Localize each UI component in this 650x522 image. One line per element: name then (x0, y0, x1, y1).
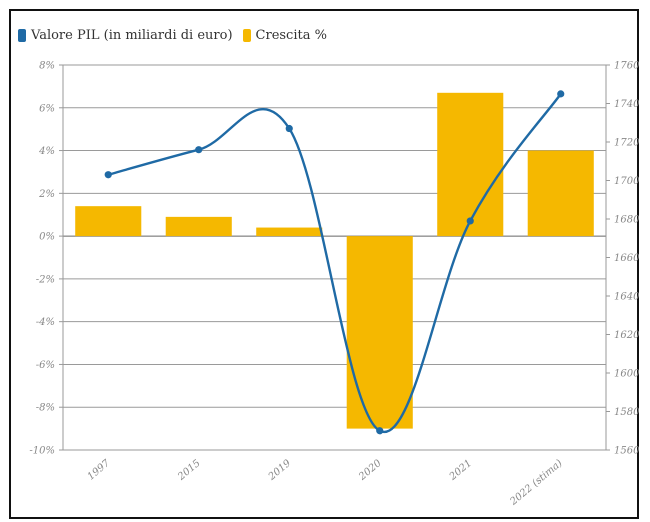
legend-label-pil: Valore PIL (in miliardi di euro) (31, 27, 233, 43)
bar-crescita (437, 92, 504, 237)
y-right-tick-label: 1680 (614, 215, 640, 226)
legend-swatch-pil (18, 28, 26, 42)
y-right-tick-label: 1720 (614, 138, 640, 149)
y-right-tick-label: 1640 (614, 292, 640, 303)
x-tick-label: 2022 (stima) (508, 458, 565, 508)
bar-crescita (256, 227, 323, 237)
point-pil (195, 146, 203, 154)
line-pil (107, 93, 562, 434)
y-right-tick-label: 1760 (614, 61, 640, 72)
x-tick-label: 2015 (175, 458, 202, 483)
chart-legend: Valore PIL (in miliardi di euro) Crescit… (18, 26, 327, 44)
point-pil (285, 124, 293, 133)
legend-label-crescita: Crescita % (255, 27, 327, 43)
x-tick-label: 2020 (356, 457, 384, 483)
legend-item-crescita[interactable]: Crescita % (242, 27, 327, 43)
bar-crescita (527, 150, 594, 237)
x-tick-label: 2019 (266, 457, 294, 483)
y-left-tick-label: -8% (36, 403, 55, 414)
chart-frame (9, 9, 639, 519)
y-left-tick-label: 2% (38, 189, 55, 200)
y-right-tick-label: 1740 (614, 99, 640, 110)
y-left-tick-label: -6% (36, 360, 55, 371)
y-left-tick-label: -10% (29, 446, 55, 457)
bar-crescita (346, 236, 413, 429)
point-pil (376, 427, 384, 435)
y-right-tick-label: 1580 (614, 407, 640, 418)
y-left-tick-label: 6% (39, 103, 55, 114)
y-left-tick-label: -2% (36, 274, 55, 285)
point-pil (104, 171, 112, 179)
bar-crescita (75, 206, 142, 237)
y-left-tick-label: 0% (39, 232, 55, 243)
y-left-tick-label: 8% (39, 61, 55, 72)
y-left-tick-label: 4% (38, 146, 55, 157)
y-left-tick-label: -4% (36, 317, 55, 328)
y-right-tick-label: 1560 (614, 446, 640, 457)
y-right-tick-label: 1700 (614, 176, 640, 187)
x-tick-label: 2021 (447, 458, 474, 483)
y-right-tick-label: 1620 (614, 330, 640, 341)
legend-swatch-crescita (242, 28, 251, 42)
y-right-tick-label: 1600 (614, 369, 640, 380)
x-tick-label: 1997 (86, 457, 113, 482)
y-right-tick-label: 1660 (614, 253, 640, 264)
bar-crescita (165, 216, 232, 237)
legend-item-pil[interactable]: Valore PIL (in miliardi di euro) (18, 28, 233, 43)
point-pil (557, 90, 565, 98)
point-pil (466, 217, 474, 225)
